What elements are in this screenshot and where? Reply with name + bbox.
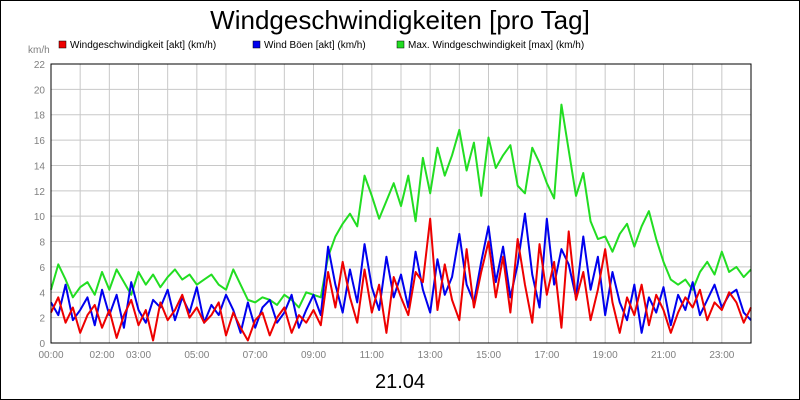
x-tick-label: 17:00	[534, 350, 559, 361]
legend-swatch	[252, 40, 261, 49]
legend-swatch	[58, 40, 67, 49]
series-line	[50, 217, 752, 342]
y-tick-label: 4	[39, 288, 45, 299]
x-axis-label: 21.04	[375, 371, 425, 393]
x-tick-label: 21:00	[651, 350, 676, 361]
x-tick-label: 00:00	[38, 350, 63, 361]
x-tick-label: 15:00	[476, 350, 501, 361]
x-tick-label: 09:00	[301, 350, 326, 361]
y-tick-label: 20	[34, 85, 46, 96]
x-tick-label: 11:00	[360, 350, 385, 361]
x-tick-label: 05:00	[184, 350, 209, 361]
x-axis-ticks: 00:00 02:00 03:00 05:00 07:00 09:00 11:00 13:00…	[38, 350, 734, 361]
chart-title: Windgeschwindigkeiten [pro Tag]	[210, 5, 590, 35]
legend-label: Wind Böen [akt] (km/h)	[264, 40, 366, 51]
legend-swatch	[396, 40, 405, 49]
x-tick-label: 23:00	[709, 350, 734, 361]
y-tick-label: 0	[39, 339, 45, 350]
x-tick-label: 13:00	[418, 350, 443, 361]
x-tick-label: 02:00	[90, 350, 115, 361]
y-tick-label: 16	[34, 136, 46, 147]
x-tick-label: 19:00	[593, 350, 618, 361]
y-axis-unit-label: km/h	[28, 45, 50, 56]
y-axis-ticks: 0 2 4 6 8 10 12 14 16 18 20 22	[34, 60, 46, 350]
legend-label: Max. Windgeschwindigkeit [max] (km/h)	[408, 40, 584, 51]
series-layer	[50, 103, 752, 342]
y-tick-label: 2	[39, 314, 45, 325]
series-line	[50, 212, 752, 334]
y-tick-label: 10	[34, 212, 46, 223]
x-tick-label: 03:00	[126, 350, 151, 361]
y-tick-label: 18	[34, 111, 46, 122]
y-tick-label: 6	[39, 263, 45, 274]
y-tick-label: 8	[39, 238, 45, 249]
y-tick-label: 22	[34, 60, 46, 71]
legend-label: Windgeschwindigkeit [akt] (km/h)	[70, 40, 216, 51]
y-tick-label: 12	[34, 187, 46, 198]
x-tick-label: 07:00	[243, 350, 268, 361]
plot-border	[50, 63, 752, 344]
legend: Windgeschwindigkeit [akt] (km/h) Wind Böe…	[58, 40, 584, 51]
y-tick-label: 14	[34, 161, 46, 172]
series-line	[50, 103, 752, 309]
